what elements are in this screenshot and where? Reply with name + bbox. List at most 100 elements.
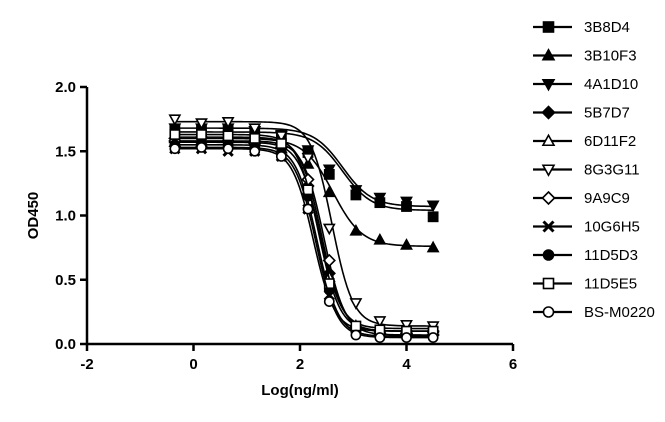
- marker-shape: [541, 190, 556, 206]
- data-point-marker: [322, 164, 336, 177]
- marker-shape: [322, 223, 336, 236]
- data-point-marker: [169, 143, 181, 155]
- series-9a9c9: [168, 134, 440, 342]
- data-point-marker: [169, 129, 181, 140]
- marker-shape: [400, 196, 413, 209]
- data-point-marker: [322, 253, 336, 268]
- data-point-marker: [542, 249, 555, 261]
- data-point-marker: [542, 220, 555, 233]
- data-point-marker: [374, 332, 386, 343]
- legend-item: 9A9C9: [533, 190, 630, 207]
- marker-shape: [274, 131, 288, 143]
- marker-shape: [426, 240, 440, 253]
- legend-item: 10G6H5: [533, 219, 640, 236]
- marker-shape: [169, 129, 181, 140]
- series-5b7d7: [168, 130, 440, 338]
- marker-shape: [349, 185, 363, 197]
- marker-shape: [374, 332, 386, 343]
- data-point-marker: [275, 138, 287, 149]
- marker-shape: [426, 200, 440, 213]
- data-point-marker: [400, 196, 413, 209]
- marker-shape: [400, 238, 413, 250]
- data-point-marker: [196, 129, 207, 140]
- data-point-marker: [541, 133, 556, 147]
- series-curve: [174, 137, 434, 248]
- data-point-marker: [301, 145, 315, 157]
- data-point-marker: [249, 145, 261, 157]
- x-tick-label: 0: [189, 356, 197, 373]
- data-point-marker: [323, 296, 335, 307]
- y-tick-label: 1.0: [55, 208, 76, 225]
- legend-label: 3B10F3: [584, 48, 637, 65]
- marker-shape: [541, 105, 556, 120]
- y-tick-label: 0.0: [55, 336, 76, 353]
- plot-area: [168, 114, 440, 343]
- data-point-marker: [427, 332, 439, 343]
- legend-item: 8G3G11: [533, 162, 640, 179]
- data-point-marker: [322, 223, 336, 236]
- data-point-marker: [222, 130, 234, 142]
- legend-label: 10G6H5: [584, 219, 640, 236]
- y-tick-label: 0.5: [55, 272, 76, 289]
- data-point-marker: [373, 232, 387, 245]
- data-point-marker: [323, 278, 335, 290]
- data-point-marker: [168, 114, 182, 127]
- legend-item: 11D5E5: [533, 276, 637, 293]
- y-tick-label: 1.5: [55, 143, 76, 160]
- marker-shape: [249, 133, 261, 144]
- legend-item: 3B8D4: [533, 19, 630, 36]
- data-point-marker: [542, 277, 555, 290]
- marker-shape: [222, 143, 234, 155]
- legend: 3B8D4 3B10F3 4A1D10 5B7D7 6D11F2 8G3G11 9A9C9 1…: [533, 19, 655, 321]
- marker-shape: [542, 306, 555, 318]
- marker-shape: [222, 130, 234, 142]
- marker-shape: [168, 114, 182, 127]
- series-curve: [174, 146, 434, 339]
- data-point-marker: [221, 116, 235, 129]
- marker-shape: [169, 143, 181, 155]
- data-point-marker: [400, 238, 413, 250]
- legend-label: 6D11F2: [584, 133, 636, 150]
- series-8g3g11: [168, 114, 440, 333]
- data-point-marker: [541, 48, 556, 61]
- legend-label: 9A9C9: [584, 190, 630, 207]
- series-curve: [174, 133, 434, 332]
- marker-shape: [541, 78, 556, 92]
- marker-shape: [221, 116, 235, 129]
- legend-label: 4A1D10: [584, 76, 638, 93]
- marker-shape: [427, 332, 439, 343]
- data-point-marker: [222, 143, 234, 155]
- series-curve: [174, 120, 434, 327]
- marker-shape: [301, 145, 315, 157]
- data-point-marker: [322, 185, 336, 198]
- x-axis-title: Log(ng/ml): [261, 382, 338, 399]
- data-point-marker: [541, 78, 556, 92]
- legend-item: 5B7D7: [533, 105, 630, 122]
- marker-shape: [302, 184, 314, 196]
- data-point-marker: [373, 316, 387, 328]
- data-point-marker: [400, 320, 413, 332]
- marker-shape: [542, 277, 555, 290]
- marker-shape: [322, 253, 336, 268]
- data-point-marker: [426, 200, 440, 213]
- marker-shape: [373, 192, 387, 205]
- marker-shape: [275, 138, 287, 149]
- data-point-marker: [248, 123, 262, 136]
- marker-shape: [400, 320, 413, 332]
- marker-shape: [542, 21, 555, 33]
- series-bs-m0220: [169, 141, 439, 343]
- marker-shape: [401, 332, 412, 343]
- marker-shape: [323, 278, 335, 290]
- data-point-marker: [542, 21, 555, 33]
- marker-shape: [349, 298, 363, 310]
- data-point-marker: [274, 131, 288, 143]
- marker-shape: [350, 320, 362, 332]
- data-point-marker: [401, 332, 412, 343]
- marker-shape: [427, 211, 439, 223]
- marker-shape: [275, 150, 287, 162]
- data-point-marker: [302, 203, 314, 215]
- legend-label: 11D5E5: [584, 276, 637, 293]
- marker-shape: [541, 164, 556, 177]
- y-axis-title: OD450: [25, 192, 42, 240]
